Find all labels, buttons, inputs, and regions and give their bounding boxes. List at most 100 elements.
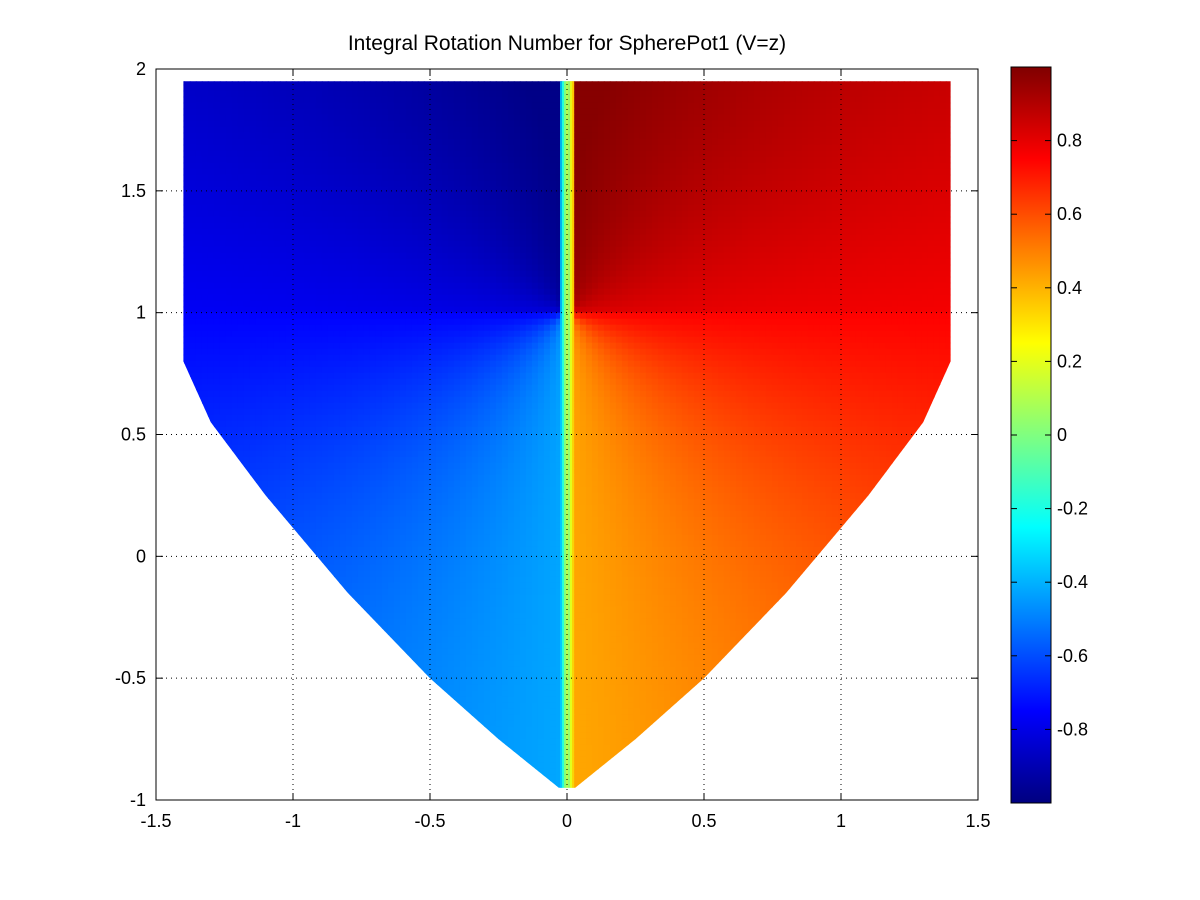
heatmap-cell — [921, 114, 929, 122]
heatmap-cell — [387, 168, 395, 176]
heatmap-cell — [507, 192, 515, 200]
heatmap-cell — [273, 264, 281, 272]
heatmap-cell — [321, 300, 329, 308]
heatmap-cell — [249, 84, 257, 92]
heatmap-cell — [387, 132, 395, 140]
heatmap-cell — [723, 198, 731, 206]
heatmap-cell — [459, 240, 467, 248]
heatmap-cell — [441, 162, 449, 170]
heatmap-cell — [663, 282, 671, 290]
heatmap-cell — [417, 168, 425, 176]
heatmap-cell — [729, 204, 737, 212]
heatmap-cell — [699, 162, 707, 170]
heatmap-cell — [873, 276, 881, 284]
heatmap-cell — [435, 81, 443, 86]
heatmap-cell — [603, 180, 611, 188]
heatmap-cell — [507, 96, 515, 104]
heatmap-cell — [351, 300, 359, 308]
heatmap-cell — [933, 228, 941, 236]
heatmap-cell — [237, 186, 245, 194]
heatmap-cell — [699, 180, 707, 188]
heatmap-cell — [909, 240, 917, 248]
heatmap-cell — [555, 192, 563, 200]
heatmap-cell — [933, 168, 941, 176]
heatmap-cell — [651, 132, 659, 140]
heatmap-cell — [429, 132, 437, 140]
heatmap-cell — [723, 162, 731, 170]
heatmap-cell — [819, 246, 827, 254]
heatmap-cell — [885, 150, 893, 158]
heatmap-cell — [807, 102, 815, 110]
heatmap-cell — [471, 276, 479, 284]
heatmap-cell — [441, 174, 449, 182]
heatmap-cell — [867, 288, 875, 296]
heatmap-cell — [741, 282, 749, 290]
heatmap-cell — [699, 192, 707, 200]
heatmap-cell — [291, 252, 299, 260]
heatmap-cell — [723, 216, 731, 224]
heatmap-cell — [195, 108, 203, 116]
heatmap-cell — [711, 204, 719, 212]
heatmap-cell — [903, 210, 911, 218]
heatmap-cell — [909, 276, 917, 284]
heatmap-cell — [279, 294, 287, 302]
heatmap-cell — [639, 102, 647, 110]
heatmap-cell — [237, 204, 245, 212]
heatmap-cell — [525, 258, 533, 266]
heatmap-cell — [909, 252, 917, 260]
heatmap-cell — [333, 198, 341, 206]
heatmap-cell — [327, 192, 335, 200]
heatmap-cell — [357, 150, 365, 158]
heatmap-cell — [267, 180, 275, 188]
heatmap-cell — [447, 276, 455, 284]
heatmap-cell — [927, 162, 935, 170]
heatmap-cell — [309, 222, 317, 230]
heatmap-cell — [183, 228, 191, 236]
heatmap-cell — [201, 276, 209, 284]
heatmap-cell — [789, 276, 797, 284]
heatmap-cell — [285, 186, 293, 194]
heatmap-cell — [447, 228, 455, 236]
heatmap-cell — [339, 240, 347, 248]
heatmap-cell — [255, 150, 263, 158]
heatmap-cell — [339, 81, 347, 86]
heatmap-cell — [933, 276, 941, 284]
heatmap-cell — [249, 258, 257, 266]
heatmap-cell — [633, 186, 641, 194]
heatmap-cell — [303, 210, 311, 218]
heatmap-cell — [219, 138, 227, 146]
heatmap-cell — [777, 198, 785, 206]
heatmap-cell — [627, 90, 635, 98]
heatmap-cell — [189, 198, 197, 206]
heatmap-cell — [297, 282, 305, 290]
heatmap-cell — [891, 132, 899, 140]
heatmap-cell — [699, 114, 707, 122]
heatmap-cell — [921, 81, 929, 86]
heatmap-cell — [759, 138, 767, 146]
heatmap-cell — [675, 108, 683, 116]
heatmap-cell — [795, 150, 803, 158]
heatmap-cell — [843, 252, 851, 260]
heatmap-cell — [333, 276, 341, 284]
heatmap-cell — [429, 186, 437, 194]
heatmap-cell — [945, 252, 951, 260]
heatmap-cell — [885, 294, 893, 302]
heatmap-cell — [723, 180, 731, 188]
heatmap-cell — [705, 81, 713, 86]
heatmap-cell — [585, 108, 593, 116]
heatmap-cell — [807, 228, 815, 236]
heatmap-cell — [597, 81, 605, 86]
heatmap-cell — [717, 234, 725, 242]
heatmap-cell — [549, 90, 557, 98]
heatmap-cell — [633, 168, 641, 176]
heatmap-cell — [633, 228, 641, 236]
heatmap-cell — [711, 186, 719, 194]
heatmap-cell — [213, 114, 221, 122]
heatmap-cell — [627, 276, 635, 284]
heatmap-cell — [891, 102, 899, 110]
heatmap-cell — [453, 132, 461, 140]
heatmap-cell — [243, 246, 251, 254]
heatmap-cell — [795, 96, 803, 104]
heatmap-cell — [381, 222, 389, 230]
heatmap-cell — [183, 108, 191, 116]
